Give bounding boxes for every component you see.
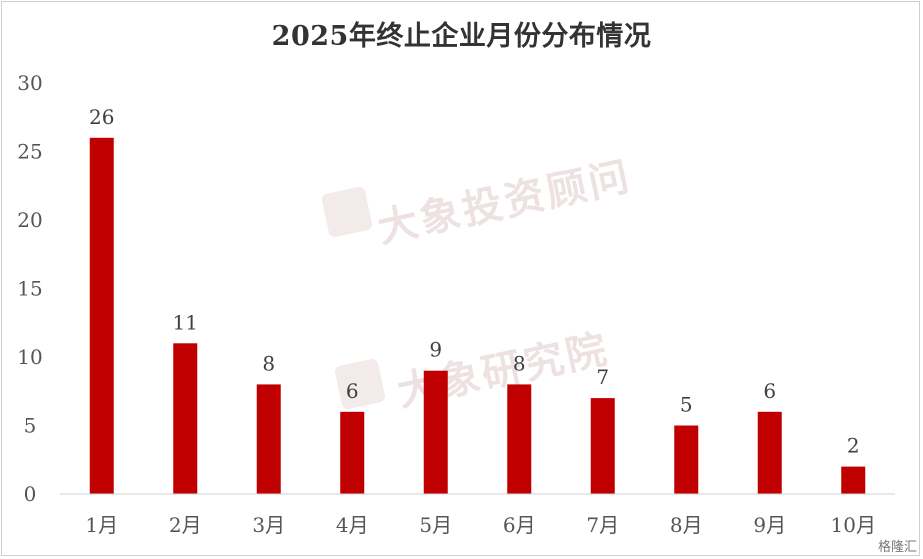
bar (256, 384, 281, 494)
corner-logo: 格隆汇 (877, 540, 917, 555)
y-tick-label: 15 (17, 277, 42, 301)
x-tick-label: 4月 (336, 513, 369, 537)
x-tick-label: 6月 (503, 513, 536, 537)
bar (89, 137, 114, 495)
x-tick-label: 2月 (169, 513, 202, 537)
y-tick-label: 20 (17, 208, 42, 232)
data-label: 9 (429, 338, 442, 362)
x-tick-label: 8月 (670, 513, 703, 537)
y-axis: 0 5 10 15 20 25 30 (17, 71, 42, 506)
x-tick-label: 9月 (753, 513, 786, 537)
data-label: 11 (173, 310, 198, 334)
data-labels: 26 11 8 6 9 8 7 5 6 2 (89, 105, 860, 458)
x-tick-label: 1月 (85, 513, 118, 537)
y-tick-label: 5 (24, 414, 37, 438)
x-tick-label: 3月 (252, 513, 285, 537)
bar (173, 343, 198, 494)
data-label: 26 (89, 105, 114, 129)
bar (340, 411, 365, 494)
bar (841, 466, 866, 494)
x-axis: 1月 2月 3月 4月 5月 6月 7月 8月 9月 10月 (60, 493, 895, 537)
x-tick-label: 5月 (419, 513, 452, 537)
x-tick-label: 10月 (831, 513, 876, 537)
bar (423, 370, 448, 494)
y-tick-label: 25 (17, 140, 42, 164)
data-label: 8 (513, 351, 526, 375)
bars (89, 137, 866, 495)
data-label: 5 (680, 393, 693, 417)
data-label: 2 (847, 434, 860, 458)
bar (757, 411, 782, 494)
data-label: 6 (346, 379, 359, 403)
data-label: 6 (763, 379, 776, 403)
chart-title: 2025年终止企业月份分布情况 (271, 21, 652, 52)
y-tick-label: 30 (17, 71, 42, 95)
x-tick-label: 7月 (586, 513, 619, 537)
bar (590, 398, 615, 494)
y-tick-label: 10 (17, 345, 42, 369)
bar (674, 425, 699, 494)
data-label: 8 (262, 351, 275, 375)
data-label: 7 (596, 365, 609, 389)
y-tick-label: 0 (24, 482, 37, 506)
bar (507, 384, 532, 494)
